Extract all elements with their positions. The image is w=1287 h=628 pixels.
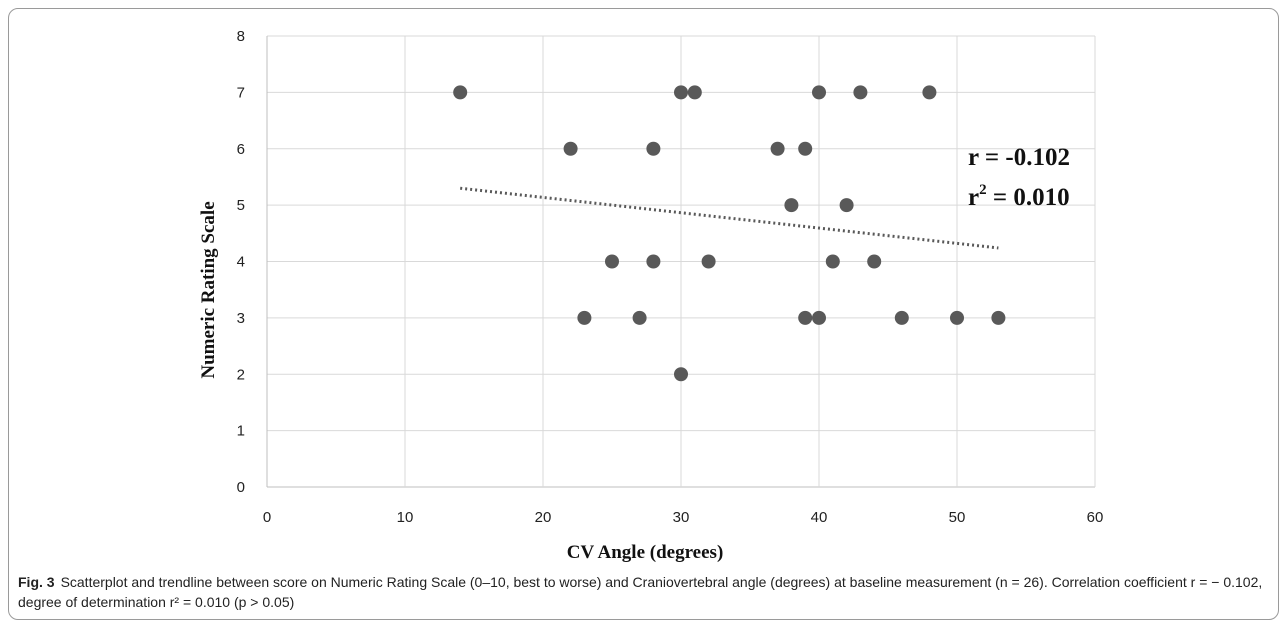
grid: [266, 35, 1096, 488]
trendline: [460, 186, 999, 250]
data-point: [839, 198, 854, 213]
data-point: [701, 254, 716, 269]
data-point: [784, 198, 799, 213]
data-point: [453, 85, 468, 100]
correlation-annotation: r = -0.102: [968, 144, 1070, 171]
data-point: [563, 141, 578, 156]
data-point: [577, 310, 592, 325]
data-point: [798, 141, 813, 156]
x-tick-label: 20: [535, 509, 552, 526]
data-point: [605, 254, 619, 269]
y-tick-label: 5: [237, 197, 245, 214]
data-points: [453, 85, 1006, 382]
data-point: [991, 310, 1006, 325]
figure-label: Fig. 3: [18, 574, 55, 590]
data-point: [798, 310, 813, 325]
data-point: [867, 254, 882, 269]
data-point: [646, 141, 661, 156]
data-point: [950, 310, 964, 325]
data-point: [687, 85, 702, 100]
y-tick-label: 6: [237, 141, 245, 158]
x-tick-label: 10: [397, 509, 414, 526]
data-point: [825, 254, 840, 269]
x-tick-label: 30: [673, 509, 690, 526]
data-point: [632, 310, 647, 325]
data-point: [770, 141, 785, 156]
data-point: [922, 85, 937, 100]
data-point: [853, 85, 868, 100]
data-point: [674, 85, 688, 100]
data-point: [812, 85, 826, 100]
y-axis-title: Numeric Rating Scale: [198, 201, 219, 378]
x-tick-label: 50: [949, 509, 966, 526]
data-point: [646, 254, 661, 269]
data-point: [812, 310, 826, 325]
y-tick-label: 7: [237, 84, 245, 101]
y-tick-label: 0: [237, 479, 245, 496]
x-tick-label: 0: [263, 509, 271, 526]
data-point: [674, 367, 688, 382]
y-tick-label: 4: [237, 254, 245, 271]
y-tick-label: 2: [237, 366, 245, 383]
x-tick-label: 40: [811, 509, 828, 526]
y-tick-label: 3: [237, 310, 245, 327]
determination-annotation: r2 = 0.010: [968, 182, 1070, 211]
x-axis-title: CV Angle (degrees): [567, 542, 724, 563]
x-tick-labels: 0 10 20 30 40 50 60: [263, 509, 1104, 526]
figure-caption: Fig. 3 Scatterplot and trendline between …: [18, 572, 1268, 612]
x-tick-label: 60: [1087, 509, 1104, 526]
y-tick-labels: 0 1 2 3 4 5 6 7 8: [237, 28, 245, 496]
data-point: [894, 310, 909, 325]
y-tick-label: 1: [237, 423, 245, 440]
scatter-chart: 0 1 2 3 4 5 6 7 8 0 10 20 30 40 50 60 CV Angle (degree…: [198, 28, 1104, 563]
caption-text: Scatterplot and trendline between score …: [18, 574, 1263, 610]
y-tick-label: 8: [237, 28, 245, 45]
